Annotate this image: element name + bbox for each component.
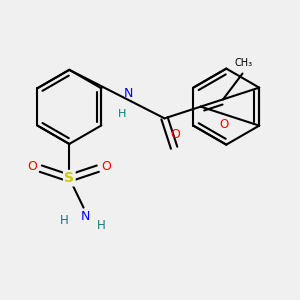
Text: CH₃: CH₃ [234, 58, 253, 68]
Text: S: S [64, 171, 74, 185]
Text: N: N [124, 87, 134, 100]
Text: H: H [60, 214, 69, 227]
Text: O: O [101, 160, 111, 173]
Text: H: H [97, 219, 106, 232]
Text: N: N [81, 209, 90, 223]
Text: O: O [170, 128, 180, 141]
Text: O: O [219, 118, 229, 131]
Text: H: H [118, 110, 126, 119]
Text: O: O [27, 160, 37, 173]
